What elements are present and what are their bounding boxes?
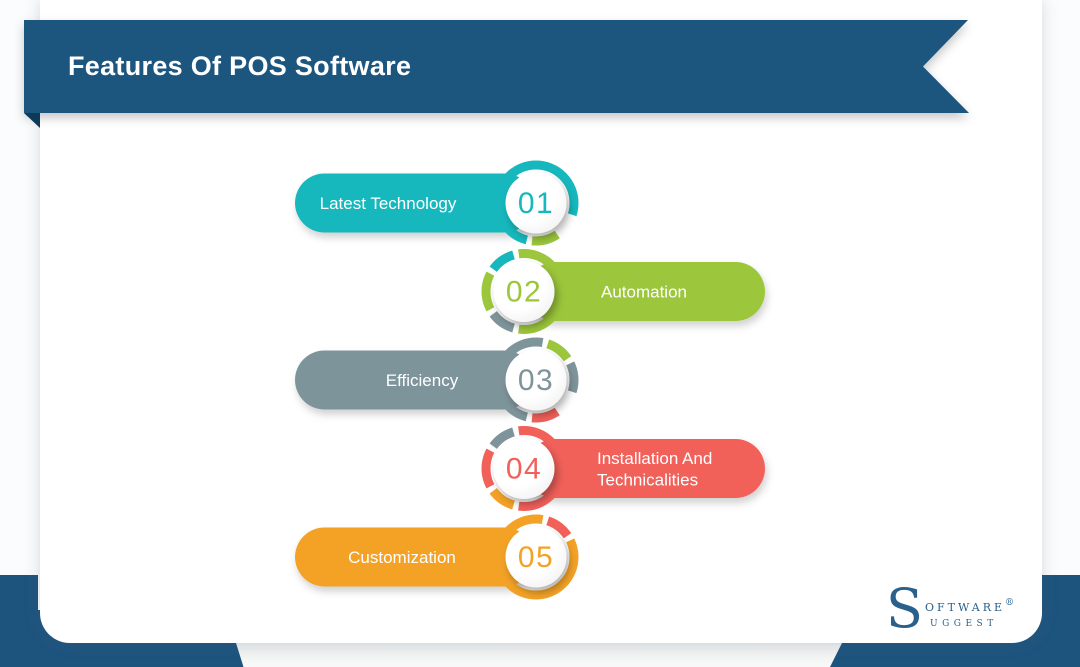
step-number: 05: [518, 541, 554, 574]
ring-gap: [511, 424, 520, 438]
feature-label: Efficiency: [386, 371, 459, 390]
ring-gap: [553, 389, 578, 417]
feature-pill: [295, 350, 534, 410]
feature-label: Installation And: [597, 449, 712, 468]
step-ring: [493, 514, 579, 600]
feature-item-03: 03 Efficiency: [295, 336, 579, 424]
ring-gap: [525, 411, 533, 424]
ring-gap: [541, 336, 550, 350]
page-title: Features Of POS Software: [68, 51, 412, 81]
banner-fold: [24, 113, 40, 128]
step-ring: [481, 426, 567, 511]
ring-gap: [562, 355, 576, 367]
feature-item-01: 01 Latest Technology: [295, 160, 579, 247]
ring-gap: [525, 234, 533, 247]
ring-gap: [511, 247, 520, 261]
feature-label: Customization: [348, 548, 456, 567]
step-number: 03: [518, 364, 554, 397]
banner-ribbon: [24, 20, 969, 128]
connector-tip: [488, 427, 519, 451]
bottom-right-accent-shape: [830, 575, 1080, 667]
step-number: 04: [506, 453, 542, 486]
ring-gap: [511, 499, 520, 513]
banner-shape: [24, 20, 969, 113]
feature-label: Latest Technology: [320, 194, 457, 213]
card-bottom-shadow: [236, 643, 842, 667]
ring-gap: [511, 322, 520, 336]
feature-label: Automation: [601, 283, 687, 302]
connector-tip: [488, 309, 519, 333]
feature-pill: [526, 262, 765, 321]
connector-tip: [527, 230, 561, 246]
step-circle: [505, 349, 567, 411]
logo-big-letter: S: [886, 577, 923, 640]
step-circle: [505, 526, 567, 588]
registered-mark: ®: [1005, 598, 1015, 608]
ring-gap: [553, 212, 578, 240]
ring-gap: [562, 532, 576, 544]
ring-gap: [485, 306, 499, 318]
feature-pill: [295, 173, 534, 233]
step-number: 02: [506, 276, 542, 309]
ring-gap: [485, 265, 499, 277]
logo-word-top: oftware®: [925, 595, 1014, 615]
ring-gap: [541, 513, 550, 527]
logo-word-bottom: uggest: [930, 615, 998, 630]
logo-word-top-text: oftware: [925, 597, 1006, 615]
step-circle: [493, 261, 555, 322]
ring-gap: [485, 442, 499, 454]
connector-tip: [543, 339, 573, 364]
bottom-left-accent-shape: [0, 575, 244, 667]
logo-wordmark: oftware® uggest: [925, 595, 1014, 631]
step-number: 01: [518, 187, 554, 220]
connector-tip: [527, 407, 561, 423]
connector-tip: [543, 516, 573, 541]
step-circle: [493, 438, 555, 499]
feature-label: Technicalities: [597, 471, 698, 490]
feature-item-04: 04 Installation And Technicalities: [481, 424, 765, 513]
ring-gap: [485, 483, 499, 495]
step-ring: [481, 249, 567, 334]
feature-item-02: 02 Automation: [481, 247, 765, 336]
connector-tip: [488, 250, 519, 274]
connector-tip: [488, 486, 519, 510]
feature-item-05: 05 Customization: [295, 513, 579, 600]
feature-pill: [526, 439, 765, 498]
step-circle: [505, 172, 567, 234]
softwaresuggest-logo: S oftware® uggest: [886, 577, 1014, 640]
feature-pill: [295, 527, 534, 587]
